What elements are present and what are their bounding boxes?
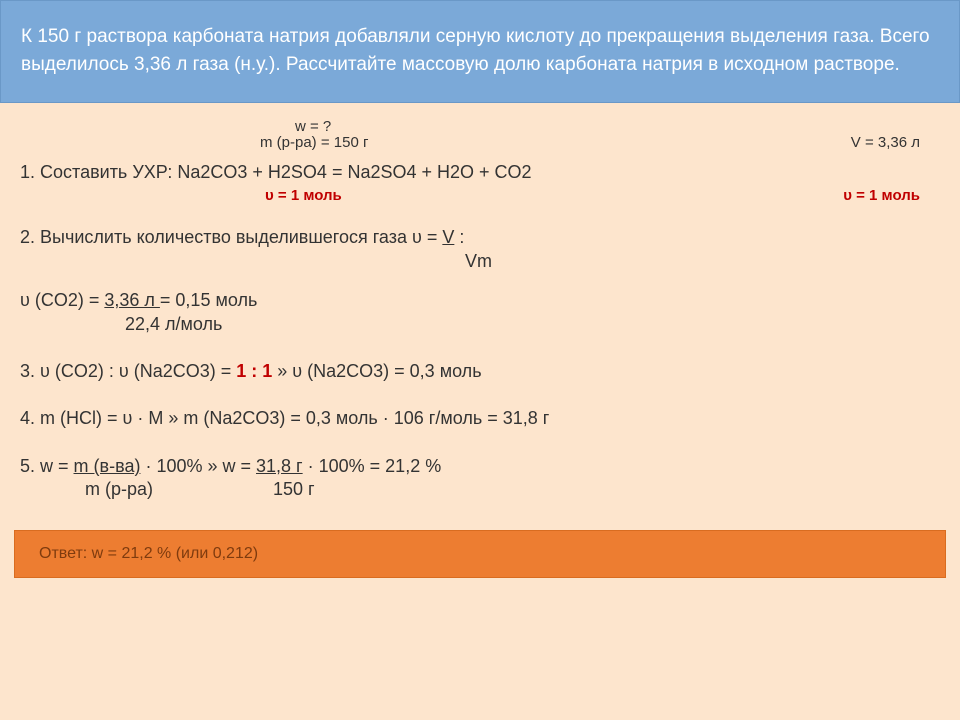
- step-2a-pre: 2. Вычислить количество выделившегося га…: [20, 227, 442, 247]
- step-2b: Vm: [20, 250, 940, 273]
- step-2a-u: V: [442, 227, 454, 247]
- given-mass: m (р-ра) = 150 г: [260, 133, 368, 153]
- nu-row: υ = 1 моль υ = 1 моль: [20, 186, 940, 208]
- step-3-ratio: 1 : 1: [236, 361, 272, 381]
- nu-left: υ = 1 моль: [265, 186, 342, 206]
- step-5b-left: m (р-ра): [85, 479, 153, 499]
- step-5b-right: 150 г: [273, 479, 315, 499]
- step-5b: m (р-ра) 150 г: [20, 478, 940, 501]
- calc-a-u: 3,36 л: [104, 290, 160, 310]
- solution-area: w = ? m (р-ра) = 150 г V = 3,36 л 1. Сос…: [0, 103, 960, 522]
- problem-statement: К 150 г раствора карбоната натрия добавл…: [0, 0, 960, 103]
- answer-box: Ответ: w = 21,2 % (или 0,212): [14, 530, 946, 578]
- answer-text: Ответ: w = 21,2 % (или 0,212): [39, 545, 258, 562]
- step-5a-mid: · 100% » w =: [140, 456, 256, 476]
- step-5a-post: · 100% = 21,2 %: [303, 456, 442, 476]
- nu-right: υ = 1 моль: [843, 186, 920, 206]
- step-5a: 5. w = m (в-ва) · 100% » w = 31,8 г · 10…: [20, 455, 940, 478]
- step-2a-tail: :: [454, 227, 464, 247]
- step-5a-u1: m (в-ва): [74, 456, 141, 476]
- given-volume: V = 3,36 л: [851, 133, 920, 153]
- step-3-post: » υ (Na2CO3) = 0,3 моль: [272, 361, 481, 381]
- step-2a: 2. Вычислить количество выделившегося га…: [20, 226, 940, 249]
- step-4: 4. m (HCl) = υ · M » m (Na2CO3) = 0,3 мо…: [20, 407, 940, 430]
- calc-a-pre: υ (CO2) =: [20, 290, 104, 310]
- step-1: 1. Составить УХР: Na2CO3 + H2SO4 = Na2SO…: [20, 161, 940, 184]
- step-3: 3. υ (CO2) : υ (Na2CO3) = 1 : 1 » υ (Na2…: [20, 360, 940, 383]
- step-3-pre: 3. υ (CO2) : υ (Na2CO3) =: [20, 361, 236, 381]
- calc-line-a: υ (CO2) = 3,36 л = 0,15 моль: [20, 289, 940, 312]
- calc-line-b: 22,4 л/моль: [20, 313, 940, 336]
- calc-a-post: = 0,15 моль: [160, 290, 257, 310]
- problem-text: К 150 г раствора карбоната натрия добавл…: [21, 26, 930, 75]
- given-row: w = ? m (р-ра) = 150 г V = 3,36 л: [20, 117, 940, 155]
- step-5a-u2: 31,8 г: [256, 456, 303, 476]
- step-5a-pre: 5. w =: [20, 456, 74, 476]
